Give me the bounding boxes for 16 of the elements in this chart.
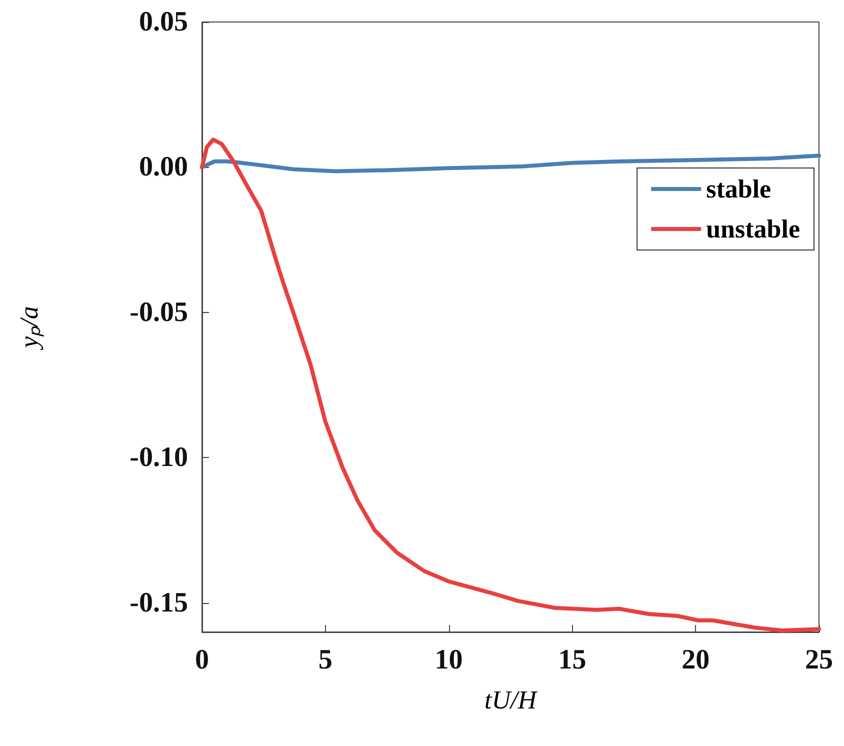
x-tick-label: 20 — [682, 644, 710, 676]
x-tick-label: 5 — [318, 644, 332, 676]
y-tick-label: -0.10 — [130, 442, 188, 474]
legend-label: stable — [706, 174, 772, 204]
y-axis-title: yₚ/a — [14, 306, 44, 351]
line-series — [200, 154, 821, 174]
x-tick-label: 0 — [195, 644, 209, 676]
x-tick-label: 10 — [434, 644, 463, 676]
legend-label: unstable — [706, 214, 800, 244]
x-tick-label: 25 — [805, 644, 833, 676]
y-tick-label: -0.15 — [130, 587, 188, 618]
x-axis-title: tU/H — [484, 686, 538, 714]
x-tick-label: 15 — [558, 644, 586, 676]
y-tick-label: 0.00 — [139, 152, 188, 183]
y-tick-label: -0.05 — [130, 296, 188, 328]
y-tick-label: 0.05 — [139, 6, 188, 38]
